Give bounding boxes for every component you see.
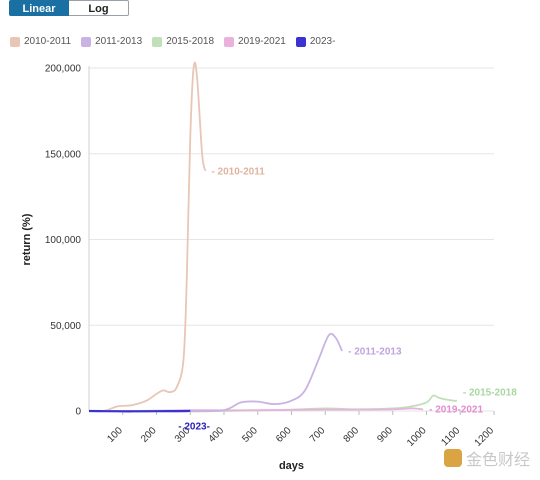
watermark-logo: 金色财经 [443, 446, 530, 470]
x-tick-label: 200 [139, 425, 159, 445]
x-tick-label: 100 [105, 425, 125, 445]
x-tick-label: 1100 [439, 425, 462, 448]
series-end-label: - 2019-2021 [429, 405, 483, 416]
y-tick-label: 200,000 [45, 64, 82, 75]
series-end-label: - 2015-2018 [463, 388, 517, 399]
x-tick-label: 900 [375, 425, 395, 445]
series-end-label: - 2010-2011 [211, 166, 265, 177]
series-end-label: - 2023- [178, 422, 210, 433]
legend-label: 2023- [309, 36, 336, 47]
y-tick-label: 0 [75, 407, 81, 418]
legend-label: 2015-2018 [166, 36, 215, 47]
legend-item-2019-2021[interactable]: 2019-2021 [224, 36, 286, 47]
log-scale-button[interactable]: Log [69, 0, 129, 16]
linear-scale-button[interactable]: Linear [9, 0, 69, 16]
legend-item-2015-2018[interactable]: 2015-2018 [152, 36, 214, 47]
x-tick-label: 500 [240, 425, 260, 445]
series-line-2010-2011 [88, 61, 207, 413]
legend-label: 2019-2021 [238, 36, 286, 47]
x-tick-label: 1000 [405, 425, 429, 449]
watermark-icon [443, 449, 462, 467]
series-line-2011-2013 [88, 332, 343, 412]
legend-swatch [81, 36, 92, 47]
legend-item-2010-2011[interactable]: 2010-2011 [10, 36, 71, 47]
x-tick-label: 700 [308, 425, 328, 445]
legend-item-2023[interactable]: 2023- [295, 36, 336, 47]
legend-swatch [10, 36, 20, 47]
x-tick-label: 800 [342, 425, 362, 445]
series-end-label: - 2011-2013 [348, 346, 402, 357]
chart-legend: 2010-2011 2011-2013 2015-2018 2019-2021 … [10, 36, 345, 47]
legend-swatch [224, 36, 235, 47]
y-tick-label: 100,000 [45, 235, 82, 246]
scale-toggle: Linear Log [9, 0, 129, 16]
y-tick-label: 50,000 [50, 321, 81, 332]
watermark-text: 金色财经 [465, 450, 530, 469]
x-axis-title: days [279, 460, 304, 472]
x-tick-label: 600 [274, 425, 294, 445]
legend-item-2011-2013[interactable]: 2011-2013 [81, 36, 142, 47]
legend-label: 2011-2013 [95, 36, 143, 47]
y-axis-title: return (%) [21, 213, 33, 265]
y-tick-label: 150,000 [45, 149, 82, 160]
legend-swatch [295, 36, 306, 47]
legend-swatch [152, 36, 163, 47]
legend-label: 2010-2011 [24, 36, 72, 47]
series-line-2023 [88, 409, 191, 413]
